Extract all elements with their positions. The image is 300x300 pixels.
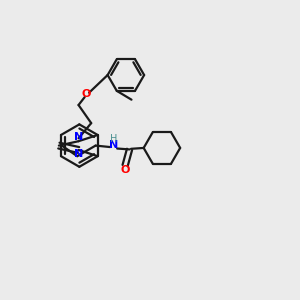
Text: N: N — [74, 149, 83, 159]
Text: N: N — [109, 140, 118, 150]
Text: O: O — [120, 165, 130, 175]
Text: O: O — [82, 89, 91, 99]
Text: H: H — [110, 134, 118, 144]
Text: N: N — [74, 132, 83, 142]
